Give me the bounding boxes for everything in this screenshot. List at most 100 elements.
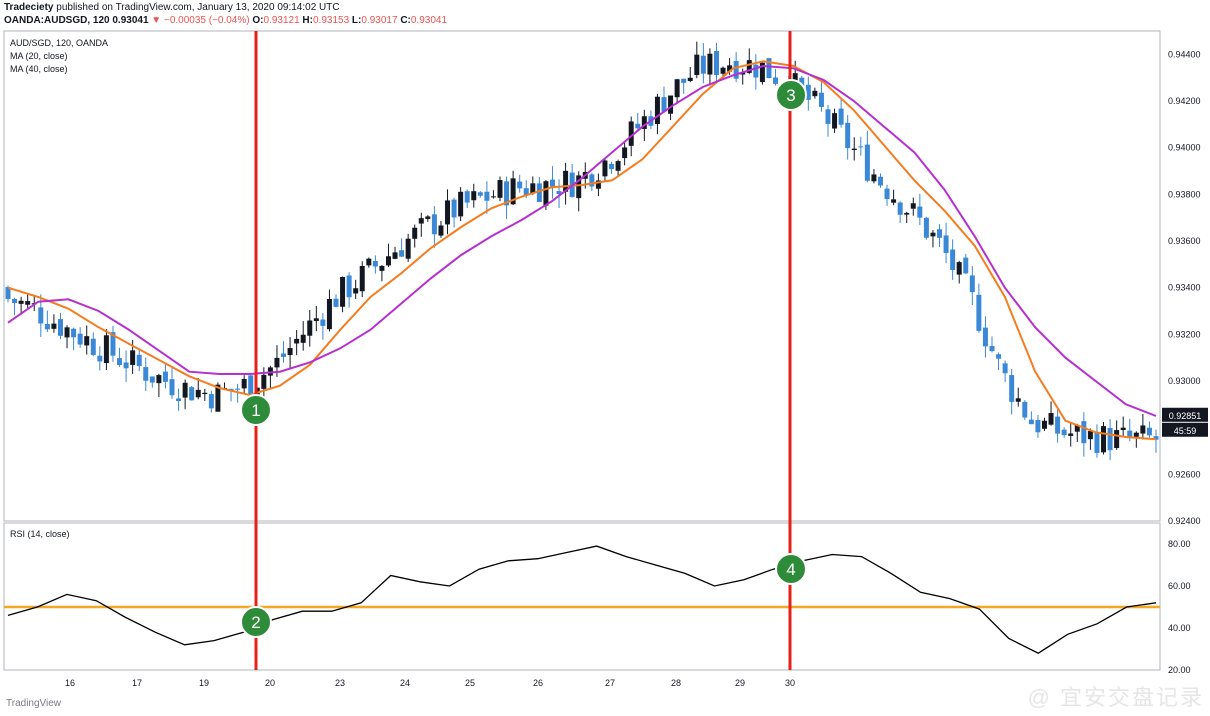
candle-body — [1081, 421, 1087, 444]
candle-body — [674, 79, 680, 98]
candle-body — [668, 95, 674, 114]
candle-body — [464, 191, 470, 203]
candle-body — [530, 183, 536, 194]
ma20-line — [7, 60, 1157, 441]
x-axis-tick: 25 — [465, 678, 475, 688]
candle-body — [281, 353, 287, 357]
candle-body — [117, 358, 123, 365]
candle-body — [149, 376, 155, 383]
candle-body — [307, 320, 313, 336]
candle-body — [681, 78, 687, 83]
price-change: ▼ −0.00035 (−0.04%) — [151, 15, 250, 26]
candle-body — [215, 384, 221, 412]
legend-ma20[interactable]: MA (20, close) — [10, 51, 68, 61]
candle-body — [235, 388, 241, 390]
candle-body — [1101, 426, 1107, 453]
candle-body — [490, 196, 496, 198]
candle-body — [97, 355, 103, 362]
rsi-axis-tick: 20.00 — [1168, 665, 1191, 675]
candle-body — [615, 161, 621, 171]
price-axis-tick: 0.92400 — [1168, 516, 1201, 526]
candle-body — [923, 217, 929, 238]
candle-body — [162, 371, 168, 382]
x-axis-tick: 20 — [265, 678, 275, 688]
candle-body — [44, 323, 50, 330]
x-axis-tick: 30 — [785, 678, 795, 688]
candle-body — [287, 348, 293, 356]
candle-body — [1127, 430, 1133, 438]
price-axis-tick: 0.93200 — [1168, 329, 1201, 339]
candle-body — [589, 174, 595, 187]
symbol-name[interactable]: OANDA:AUDSGD, 120 — [4, 15, 110, 26]
candle-body — [1140, 425, 1146, 434]
candle-body — [805, 84, 811, 100]
candle-body — [425, 216, 431, 219]
candle-body — [877, 176, 883, 186]
legend-symbol[interactable]: AUD/SGD, 120, OANDA — [10, 38, 109, 48]
candle-body — [84, 336, 90, 346]
marker-circle-1 — [240, 394, 272, 426]
candle-body — [458, 191, 464, 217]
candle-body — [904, 212, 910, 215]
price-axis-tick: 0.94200 — [1168, 96, 1201, 106]
candle-body — [405, 238, 411, 259]
candle-body — [1002, 363, 1008, 374]
marker-circle-3 — [775, 79, 807, 111]
candle-body — [576, 175, 582, 199]
candle-body — [884, 188, 890, 200]
price-axis-tick: 0.93400 — [1168, 283, 1201, 293]
candle-body — [1133, 432, 1139, 437]
candle-body — [333, 298, 339, 307]
x-axis-tick: 17 — [132, 678, 142, 688]
legend-ma40[interactable]: MA (40, close) — [10, 64, 68, 74]
x-axis-tick: 28 — [671, 678, 681, 688]
candle-body — [202, 392, 208, 395]
marker-label-4: 4 — [786, 560, 795, 579]
candle-body — [825, 109, 831, 124]
candle-body — [635, 123, 641, 129]
marker-circle-4 — [775, 553, 807, 585]
candle-body — [103, 335, 109, 364]
candle-body — [549, 179, 555, 187]
rsi-axis-tick: 60.00 — [1168, 581, 1191, 591]
x-axis-tick: 24 — [400, 678, 410, 688]
candle-body — [1107, 427, 1113, 451]
x-axis-tick: 19 — [199, 678, 209, 688]
candle-body — [248, 375, 254, 396]
candle-body — [136, 354, 142, 367]
candle-body — [1094, 432, 1100, 453]
rsi-axis-tick: 40.00 — [1168, 623, 1191, 633]
candle-body — [917, 206, 923, 218]
candle-body — [753, 64, 759, 78]
candle-body — [1087, 431, 1093, 440]
close-label: C: — [400, 15, 411, 26]
candle-body — [176, 398, 182, 402]
candle-body — [294, 338, 300, 344]
candle-body — [504, 181, 510, 206]
candle-body — [969, 275, 975, 293]
publisher-name[interactable]: Tradeciety — [4, 2, 54, 13]
x-axis-tick: 26 — [533, 678, 543, 688]
candle-body — [910, 203, 916, 209]
marker-label-2: 2 — [251, 613, 260, 632]
price-tag-value: 0.92851 — [1169, 411, 1202, 421]
candle-body — [1146, 427, 1152, 436]
candle-body — [340, 276, 346, 307]
candle-body — [445, 200, 451, 225]
x-axis-tick: 27 — [605, 678, 615, 688]
candle-body — [536, 183, 542, 202]
candle-body — [51, 323, 57, 329]
candle-body — [543, 181, 549, 206]
candle-body — [471, 191, 477, 201]
x-axis-tick: 29 — [735, 678, 745, 688]
legend-rsi[interactable]: RSI (14, close) — [10, 529, 70, 539]
low-value: 0.93017 — [361, 15, 398, 26]
candle-body — [451, 199, 457, 218]
candle-body — [1055, 416, 1061, 434]
candle-body — [871, 174, 877, 182]
candle-body — [595, 180, 601, 189]
high-value: 0.93153 — [312, 15, 350, 26]
candle-body — [851, 148, 857, 150]
candle-body — [733, 60, 739, 79]
